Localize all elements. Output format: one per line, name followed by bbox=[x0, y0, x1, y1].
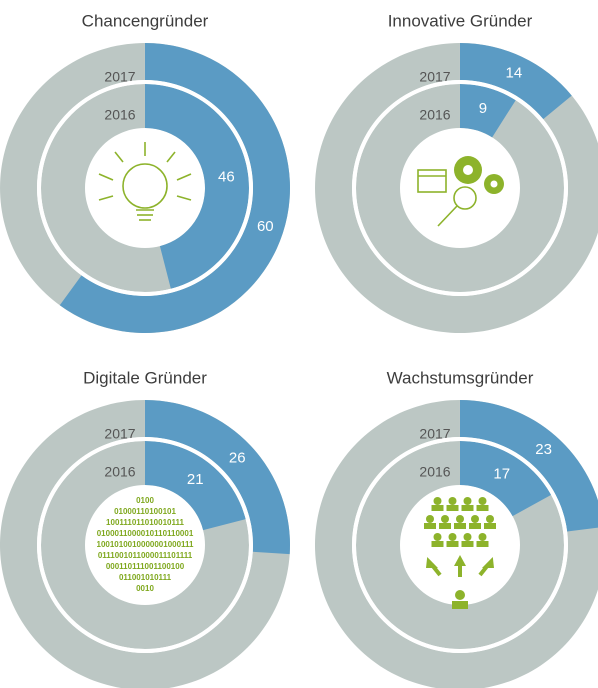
person bbox=[426, 515, 434, 523]
value-label: 17 bbox=[493, 465, 510, 482]
person bbox=[478, 497, 487, 505]
person bbox=[446, 505, 459, 511]
series-label: 2017 bbox=[419, 69, 450, 85]
person bbox=[455, 590, 465, 600]
person bbox=[478, 533, 487, 541]
series-label: 2017 bbox=[104, 426, 135, 442]
person bbox=[463, 497, 472, 505]
person bbox=[486, 515, 494, 523]
icon-text: 000110111001100100 bbox=[106, 562, 185, 571]
person bbox=[448, 533, 457, 541]
value-label: 23 bbox=[535, 441, 552, 458]
person bbox=[441, 515, 449, 523]
icon-text: 0100011000010110110001 bbox=[97, 529, 194, 538]
person bbox=[476, 541, 489, 547]
value-label: 60 bbox=[257, 218, 274, 235]
bulb-icon bbox=[98, 142, 192, 221]
series-label: 2017 bbox=[104, 69, 135, 85]
person bbox=[431, 505, 444, 511]
icon-text: 0111001011000011101111 bbox=[98, 551, 193, 560]
series-label: 2016 bbox=[419, 107, 450, 123]
value-label: 26 bbox=[229, 449, 246, 466]
series-label: 2016 bbox=[104, 464, 135, 480]
icon-text: 0010 bbox=[136, 584, 154, 593]
value-label: 9 bbox=[479, 100, 487, 117]
gears-icon bbox=[417, 156, 504, 227]
ring-gap bbox=[37, 80, 253, 296]
person bbox=[431, 541, 444, 547]
people-icon bbox=[424, 497, 496, 609]
person bbox=[469, 523, 481, 529]
icon-text: 100111011010010111 bbox=[106, 518, 184, 527]
segment bbox=[145, 441, 246, 531]
person bbox=[471, 515, 479, 523]
segment bbox=[460, 441, 552, 517]
series-label: 2016 bbox=[104, 107, 135, 123]
person bbox=[461, 541, 474, 547]
icon-text: 0100 bbox=[136, 496, 154, 505]
person bbox=[433, 497, 442, 505]
value-label: 14 bbox=[506, 65, 523, 82]
value-label: 46 bbox=[218, 169, 235, 186]
person bbox=[448, 497, 457, 505]
segment bbox=[460, 400, 598, 532]
chart-title: Chancengründer bbox=[82, 11, 209, 30]
person bbox=[433, 533, 442, 541]
icon-text: 011001010111 bbox=[119, 573, 172, 582]
segment bbox=[145, 400, 290, 555]
person bbox=[446, 541, 459, 547]
segment bbox=[460, 84, 516, 138]
value-label: 21 bbox=[187, 471, 204, 488]
chart-title: Innovative Gründer bbox=[388, 11, 533, 30]
ring-track bbox=[355, 84, 564, 292]
person bbox=[454, 523, 466, 529]
series-label: 2016 bbox=[419, 464, 450, 480]
person bbox=[461, 505, 474, 511]
arrow-head bbox=[426, 557, 438, 568]
person bbox=[476, 505, 489, 511]
person bbox=[463, 533, 472, 541]
segment bbox=[59, 43, 291, 334]
person bbox=[439, 523, 451, 529]
person bbox=[452, 601, 468, 609]
ring-gap bbox=[352, 437, 568, 653]
arrow-head bbox=[454, 555, 466, 566]
person bbox=[424, 523, 436, 529]
chart-title: Digitale Gründer bbox=[83, 368, 207, 387]
chart-title: Wachstumsgründer bbox=[387, 368, 534, 387]
ring-gap bbox=[37, 437, 253, 653]
person bbox=[456, 515, 464, 523]
series-label: 2017 bbox=[419, 426, 450, 442]
ring-gap bbox=[352, 80, 568, 296]
segment bbox=[460, 43, 572, 120]
segment bbox=[145, 84, 249, 289]
icon-text: 01000110100101 bbox=[114, 507, 176, 516]
arrow-head bbox=[482, 557, 494, 568]
icon-text: 1001010010000001000111 bbox=[97, 540, 195, 549]
person bbox=[484, 523, 496, 529]
